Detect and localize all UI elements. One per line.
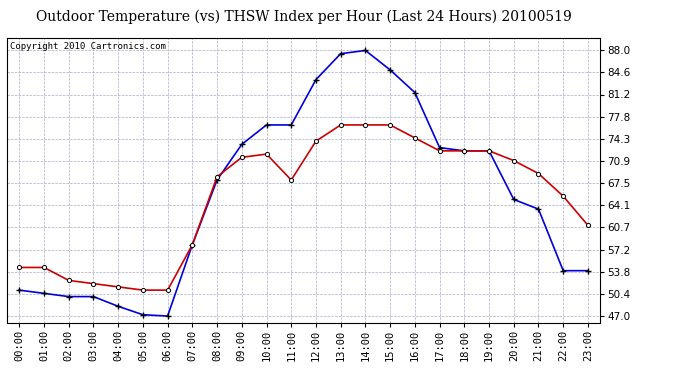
- Text: Copyright 2010 Cartronics.com: Copyright 2010 Cartronics.com: [10, 42, 166, 51]
- Text: Outdoor Temperature (vs) THSW Index per Hour (Last 24 Hours) 20100519: Outdoor Temperature (vs) THSW Index per …: [36, 9, 571, 24]
